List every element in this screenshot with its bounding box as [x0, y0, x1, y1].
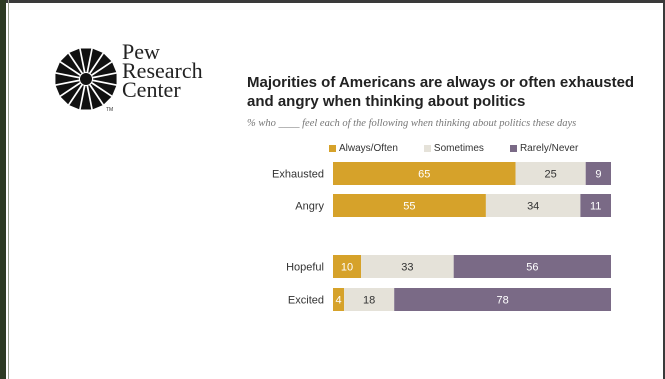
bar-value-label: 25: [544, 169, 556, 181]
bar-segment: [485, 194, 581, 217]
legend-swatch-always-often: [329, 144, 336, 152]
logo-trademark: TM: [106, 107, 114, 113]
bar-segment: [361, 255, 454, 278]
legend-swatch-rarely-never: [509, 144, 517, 152]
chart-title: Majorities of Americans are always or of…: [247, 74, 635, 110]
frame-left-rule: [8, 0, 9, 379]
category-label: Angry: [295, 201, 324, 213]
logo-line-pew: Pew: [122, 39, 160, 64]
legend-label-always-often: Always/Often: [339, 142, 398, 154]
logo-ray: [80, 48, 92, 73]
bar-value-label: 10: [341, 262, 353, 274]
logo-ray: [55, 73, 80, 85]
bar-value-label: 56: [526, 262, 538, 274]
frame-left-border: [0, 0, 6, 379]
logo-ray: [90, 53, 112, 75]
bar-value-label: 18: [363, 295, 375, 307]
bar-segment: [333, 255, 362, 278]
bar-value-label: 78: [496, 295, 508, 307]
bar-segment: [580, 194, 611, 217]
bar-segment: [333, 194, 486, 217]
category-label: Exhausted: [272, 169, 324, 181]
logo-ray: [92, 81, 117, 96]
category-label: Hopeful: [286, 262, 324, 274]
bar-value-label: 33: [401, 262, 413, 274]
bar-segment: [515, 162, 586, 185]
legend-swatch-sometimes: [423, 144, 431, 152]
logo-ray: [88, 48, 103, 73]
logo-center-dot: [80, 73, 92, 85]
logo-ray: [92, 62, 117, 77]
legend-label-sometimes: Sometimes: [433, 142, 484, 154]
bar-segment: [585, 162, 611, 185]
chart-legend: Always/Often Sometimes Rarely/Never: [329, 141, 604, 155]
logo-ray: [92, 73, 117, 85]
category-label: Excited: [288, 295, 324, 307]
bar-value-label: 9: [595, 169, 601, 181]
sunburst-logo-icon: [55, 48, 117, 110]
logo-ray: [60, 53, 82, 75]
legend-item-sometimes: Sometimes: [423, 141, 484, 155]
logo-line-center: Center: [122, 77, 181, 102]
bar-value-label: 4: [336, 295, 342, 307]
logo-ray: [90, 83, 112, 105]
bar-value-label: 55: [403, 201, 415, 213]
logo-ray: [55, 81, 80, 96]
bar-segment: [333, 162, 516, 185]
logo-ray: [88, 85, 103, 110]
logo-ray: [69, 85, 84, 110]
bar-segment: [333, 288, 345, 311]
pew-research-logo: Pew Research Center TM: [54, 39, 314, 115]
frame-right-border: [663, 0, 665, 379]
bar-value-label: 65: [418, 169, 430, 181]
bar-segment: [344, 288, 395, 311]
logo-ray: [80, 85, 92, 110]
legend-label-rarely-never: Rarely/Never: [519, 142, 579, 154]
logo-ray: [55, 62, 80, 77]
logo-line-research: Research: [122, 58, 203, 83]
bar-value-label: 11: [590, 201, 601, 213]
bar-segment: [453, 255, 611, 278]
logo-ray: [60, 83, 82, 105]
bar-value-label: 34: [527, 201, 539, 213]
legend-item-always-often: Always/Often: [329, 141, 398, 155]
logo-ray: [69, 48, 84, 73]
legend-item-rarely-never: Rarely/Never: [509, 141, 579, 155]
frame-top-border: [0, 0, 665, 3]
bar-segment: [394, 288, 611, 311]
chart-subtitle: % who ____ feel each of the following wh…: [247, 118, 577, 129]
logo-wordmark: Pew Research Center: [122, 39, 203, 102]
